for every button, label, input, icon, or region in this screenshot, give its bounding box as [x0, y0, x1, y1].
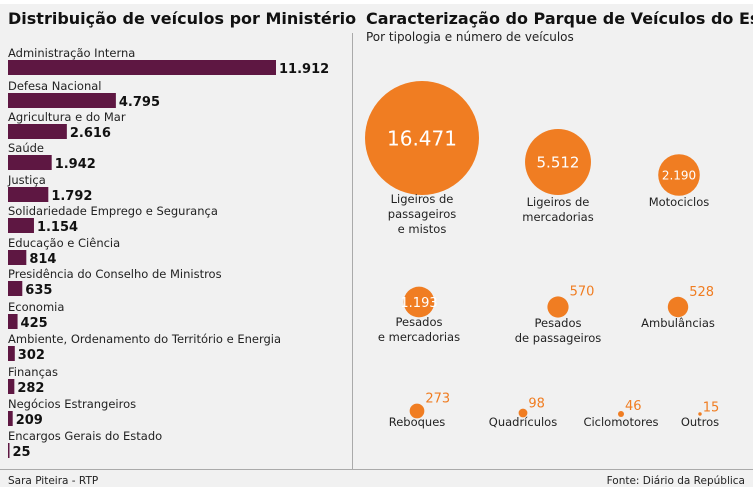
- bar-category-label: Defesa Nacional: [8, 79, 101, 93]
- bar-category-label: Ambiente, Ordenamento do Território e En…: [8, 332, 281, 346]
- bar-category-label: Negócios Estrangeiros: [8, 397, 136, 411]
- bubble-chart-title: Caracterização do Parque de Veículos do …: [366, 9, 753, 28]
- bubble-category-label: e mercadorias: [378, 330, 460, 344]
- bubble-category-label: mercadorias: [522, 210, 593, 224]
- bar-category-label: Presidência do Conselho de Ministros: [8, 267, 222, 281]
- bubble-value-label: 1.193: [400, 296, 437, 311]
- bubble-chart-subtitle: Por tipologia e número de veículos: [366, 30, 574, 44]
- bubble: [403, 286, 435, 318]
- bar-value-label: 1.792: [51, 189, 92, 204]
- bubble-value-label: 2.190: [662, 168, 696, 182]
- bar-category-label: Agricultura e do Mar: [8, 110, 126, 124]
- bar: [8, 443, 10, 458]
- bubble-category-label: Ligeiros de: [391, 192, 454, 206]
- bar-category-label: Finanças: [8, 365, 58, 379]
- bubble-category-label: Ambulâncias: [641, 316, 715, 330]
- bubble-category-label: e mistos: [398, 222, 447, 236]
- bar: [8, 60, 276, 75]
- bubble-value-label: 16.471: [387, 126, 457, 150]
- bar-value-label: 635: [25, 283, 52, 298]
- bubble-category-label: Quadrículos: [489, 415, 557, 429]
- bar-value-label: 282: [17, 381, 44, 396]
- bar-value-label: 2.616: [70, 126, 111, 141]
- bar-value-label: 11.912: [279, 62, 329, 77]
- bubble-category-label: Motociclos: [649, 195, 710, 209]
- bar-category-label: Administração Interna: [8, 46, 135, 60]
- bubble: [547, 296, 569, 318]
- bubble-category-label: Pesados: [535, 316, 582, 330]
- bubble: [617, 410, 625, 418]
- bar: [8, 124, 67, 139]
- author-credit: Sara Piteira - RTP: [8, 475, 98, 487]
- bubble-value-label: 5.512: [537, 154, 580, 172]
- bubble: [365, 81, 479, 195]
- bar-category-label: Educação e Ciência: [8, 236, 120, 250]
- bubble: [658, 154, 700, 196]
- bubble: [518, 408, 528, 418]
- bar: [8, 411, 13, 426]
- bubble-value-label: 98: [528, 397, 545, 412]
- bubble-category-label: de passageiros: [515, 331, 601, 345]
- bar-value-label: 1.154: [37, 220, 78, 235]
- bar-category-label: Saúde: [8, 141, 44, 155]
- bubble-value-label: 46: [625, 399, 642, 414]
- bar-category-label: Encargos Gerais do Estado: [8, 429, 162, 443]
- bubble: [409, 403, 425, 419]
- bar-value-label: 209: [16, 413, 43, 428]
- bubble-category-label: Pesados: [396, 315, 443, 329]
- bubble-category-label: Reboques: [389, 415, 446, 429]
- bubble-value-label: 15: [703, 400, 720, 415]
- bar-value-label: 302: [18, 348, 45, 363]
- bar-chart-title: Distribuição de veículos por Ministério: [8, 9, 356, 28]
- bar-category-label: Justiça: [7, 173, 46, 187]
- bubble: [667, 296, 689, 318]
- bar: [8, 346, 15, 361]
- bubble-category-label: Outros: [681, 415, 719, 429]
- bar: [8, 314, 18, 329]
- bar-value-label: 1.942: [55, 157, 96, 172]
- bar: [8, 250, 27, 265]
- bar: [8, 281, 23, 296]
- source-credit: Fonte: Diário da República: [607, 475, 745, 487]
- bar-category-label: Economia: [8, 300, 64, 314]
- bubble-value-label: 273: [425, 392, 450, 407]
- bar-category-label: Solidariedade Emprego e Segurança: [8, 204, 218, 218]
- bar: [8, 187, 49, 202]
- bubble-value-label: 528: [689, 285, 714, 300]
- bar-value-label: 814: [29, 252, 56, 267]
- bar-value-label: 4.795: [119, 95, 160, 110]
- bar: [8, 379, 15, 394]
- bar-value-label: 425: [21, 316, 48, 331]
- bubble-value-label: 570: [570, 284, 595, 299]
- bar-value-label: 25: [13, 445, 31, 460]
- bar: [8, 155, 52, 170]
- top-border: [0, 0, 753, 4]
- bubble: [698, 412, 702, 416]
- bubble-category-label: Ciclomotores: [583, 415, 658, 429]
- bubble-category-label: passageiros: [388, 207, 456, 221]
- bar: [8, 93, 116, 108]
- bubble-category-label: Ligeiros de: [527, 195, 590, 209]
- bubble: [525, 129, 591, 195]
- bar-chart: Administração Interna 11.912 Defesa Nacion…: [7, 46, 329, 460]
- bar: [8, 218, 34, 233]
